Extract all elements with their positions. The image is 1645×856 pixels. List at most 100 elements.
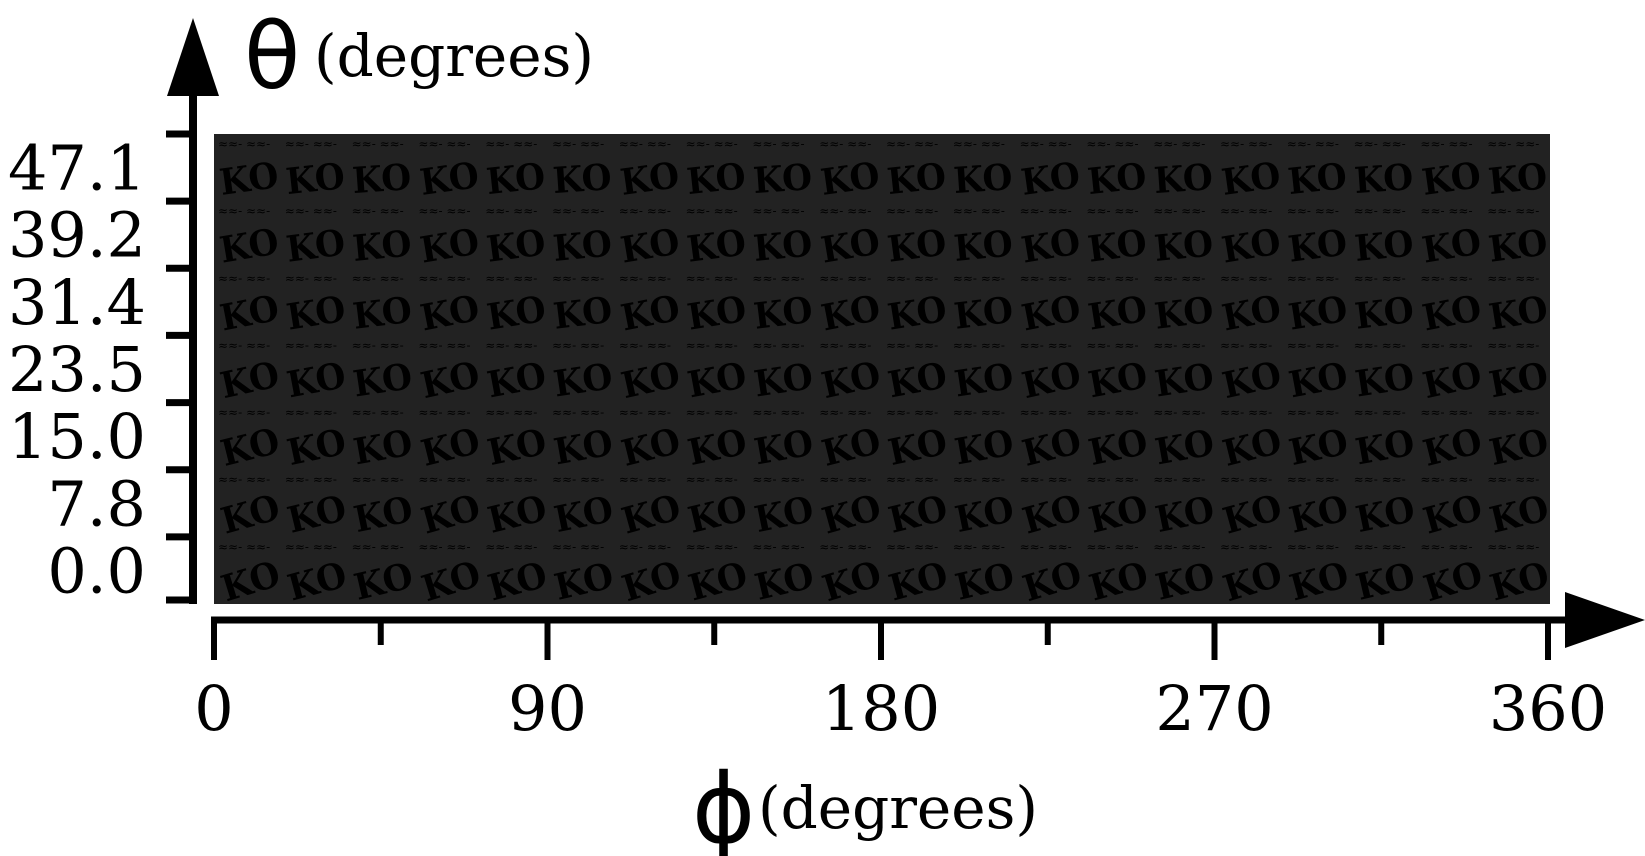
tile-label: KO [885, 222, 949, 271]
tile-caption: ≈≈- ≈≈- [953, 540, 1005, 554]
tile-caption: ≈≈- ≈≈- [218, 338, 270, 352]
tile-caption: ≈≈- ≈≈- [352, 540, 404, 554]
tile-caption: ≈≈- ≈≈- [819, 540, 871, 554]
tile-label: KO [885, 155, 948, 203]
tile: ≈≈- ≈≈- KO [484, 271, 549, 338]
tile: ≈≈- ≈≈-KO [952, 271, 1015, 337]
tile-label: KO [351, 289, 414, 338]
tile-caption: ≈≈- ≈≈- [285, 473, 337, 487]
tile-caption: ≈≈- ≈≈- [352, 271, 404, 285]
tile-caption: ≈≈- ≈≈- [1086, 473, 1138, 487]
tile-caption: ≈≈- ≈≈- [1153, 406, 1205, 420]
tile-label: KO [1353, 289, 1416, 338]
tile-label: KO [952, 422, 1017, 474]
tile-caption: ≈≈- ≈≈- [619, 540, 671, 554]
tile: ≈≈- ≈≈-KO [818, 137, 882, 204]
tile: ≈≈- ≈≈-KO [818, 204, 883, 272]
tile-label: KO [685, 222, 749, 271]
tile-label: KO [618, 221, 683, 272]
tile-label: KO [618, 154, 682, 204]
tile-label: KO [351, 156, 413, 202]
tile: ≈≈- ≈≈-KO [1018, 540, 1087, 610]
tile: ≈≈- ≈≈-KO [751, 271, 814, 337]
tile-label: KO [1286, 288, 1351, 339]
tile: ≈≈- ≈≈-KO [1085, 204, 1149, 271]
tile-caption: ≈≈- ≈≈- [1287, 338, 1339, 352]
tile-label: KO [1152, 289, 1215, 338]
tile-caption: ≈≈- ≈≈- [1153, 204, 1205, 218]
tile-caption: ≈≈- ≈≈- [819, 473, 871, 487]
tile-caption: ≈≈- ≈≈- [1020, 271, 1072, 285]
tile: ≈≈- ≈≈-KO [752, 204, 815, 270]
x-axis-unit: (degrees) [758, 774, 1038, 842]
tile-caption: ≈≈- ≈≈- [1354, 540, 1406, 554]
tile: ≈≈- ≈≈-KO [351, 338, 415, 405]
tile-caption: ≈≈- ≈≈- [886, 137, 938, 151]
tile-label: KO [1219, 221, 1284, 272]
tile: ≈≈- ≈≈-KO [551, 338, 615, 405]
tile: ≈≈- ≈≈-KO [952, 338, 1016, 405]
tile-caption: ≈≈- ≈≈- [953, 137, 1005, 151]
tile-label: KO [1153, 156, 1215, 202]
tile-caption: ≈≈- ≈≈- [1086, 137, 1138, 151]
tile: ≈≈- ≈≈-KO [685, 204, 749, 271]
tile-caption: ≈≈- ≈≈- [552, 204, 604, 218]
tile-label: KO [1086, 155, 1149, 203]
tile: ≈≈- ≈≈- KO [351, 271, 414, 337]
tile-label: KO [1286, 155, 1349, 203]
tile-label: KO [284, 222, 348, 271]
tile-caption: ≈≈- ≈≈- [285, 540, 337, 554]
tile-caption: ≈≈- ≈≈- [418, 473, 470, 487]
tile-label: KO [1152, 355, 1216, 405]
tile-label: KO [1353, 223, 1416, 270]
tile-panel [214, 134, 1550, 604]
tile-caption: ≈≈- ≈≈- [1354, 271, 1406, 285]
tile-caption: ≈≈- ≈≈- [1020, 540, 1072, 554]
tile-caption: ≈≈- ≈≈- [218, 271, 270, 285]
tile: ≈≈- ≈≈-KO [1353, 338, 1417, 405]
tile: ≈≈- ≈≈-KO [551, 271, 614, 337]
tile-caption: ≈≈- ≈≈- [886, 271, 938, 285]
tile-caption: ≈≈- ≈≈- [1354, 406, 1406, 420]
tile-caption: ≈≈- ≈≈- [1487, 473, 1539, 487]
tile-caption: ≈≈- ≈≈- [352, 406, 404, 420]
tile-label: KO [484, 288, 549, 339]
tile-label: KO [284, 288, 349, 339]
tile: ≈≈- ≈≈-KO [284, 271, 349, 338]
tile-label: KO [1486, 155, 1549, 203]
tile-caption: ≈≈- ≈≈- [619, 338, 671, 352]
tile-label: KO [1019, 154, 1083, 204]
tile-caption: ≈≈- ≈≈- [1487, 406, 1539, 420]
tile-caption: ≈≈- ≈≈- [1420, 338, 1472, 352]
tile-caption: ≈≈- ≈≈- [1354, 204, 1406, 218]
tile-caption: ≈≈- ≈≈- [285, 338, 337, 352]
tile-caption: ≈≈- ≈≈- [953, 406, 1005, 420]
tile: ≈≈- ≈≈-KO [952, 204, 1015, 270]
tile: ≈≈- ≈≈-KO [1286, 271, 1351, 338]
tile: ≈≈- ≈≈-KO [284, 338, 349, 406]
tile-label: KO [551, 223, 614, 270]
tile-caption: ≈≈- ≈≈- [218, 473, 270, 487]
tile-label: KO [284, 155, 347, 203]
tile: ≈≈- ≈≈-KO [1286, 137, 1349, 203]
tile-label: KO [551, 289, 614, 338]
tile: ≈≈- ≈≈-KO [1286, 204, 1350, 271]
tile: ≈≈- ≈≈-KO [751, 338, 815, 405]
tile-label: KO [952, 289, 1015, 338]
tile: ≈≈- ≈≈-KO [618, 137, 682, 204]
tile-caption: ≈≈- ≈≈- [686, 540, 738, 554]
tile-label: KO [351, 355, 415, 405]
tile-label: KO [952, 156, 1014, 202]
tile-label: KO [1286, 222, 1350, 271]
tile-caption: ≈≈- ≈≈- [485, 271, 537, 285]
tile: ≈≈- ≈≈-KO [885, 406, 951, 475]
tile-caption: ≈≈- ≈≈- [485, 406, 537, 420]
tile: ≈≈- ≈≈-KO [551, 137, 613, 202]
tile-caption: ≈≈- ≈≈- [1487, 137, 1539, 151]
tile: ≈≈- ≈≈-KO [1486, 204, 1550, 271]
tile-caption: ≈≈- ≈≈- [1153, 137, 1205, 151]
tile: ≈≈- ≈≈- KO [551, 204, 614, 270]
tile-label: KO [685, 155, 748, 203]
tile-label: KO [551, 422, 616, 474]
